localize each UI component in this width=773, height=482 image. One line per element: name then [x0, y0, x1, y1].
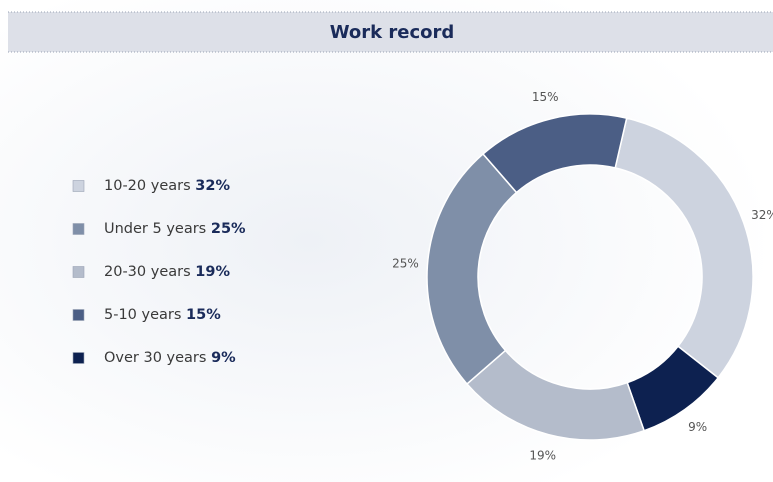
- legend-category: 20-30 years: [104, 264, 191, 280]
- data-label: 19%: [529, 448, 556, 462]
- legend-category: Over 30 years: [104, 350, 206, 366]
- legend-category: 10-20 years: [104, 178, 191, 194]
- data-label: 9%: [688, 420, 707, 434]
- legend-swatch: [72, 266, 85, 278]
- legend-swatch: [72, 309, 85, 321]
- legend-value: 25%: [211, 221, 246, 237]
- chart-title: Work record: [330, 22, 455, 43]
- legend-value: 19%: [195, 264, 230, 280]
- legend-category: 5-10 years: [104, 307, 181, 323]
- legend-value: 32%: [195, 178, 230, 194]
- donut-wedge: [426, 152, 518, 385]
- legend-value: 15%: [186, 307, 221, 323]
- legend-label: Over 30 years 9%: [104, 350, 236, 366]
- data-label: 15%: [532, 90, 559, 104]
- header-bar: [8, 12, 773, 52]
- legend-swatch: [72, 223, 85, 235]
- legend-label: Under 5 years 25%: [104, 221, 246, 237]
- legend-category: Under 5 years: [104, 221, 206, 237]
- legend-swatch: [72, 352, 85, 364]
- legend-swatch: [72, 180, 85, 192]
- legend-label: 5-10 years 15%: [104, 307, 221, 323]
- donut-wedge: [614, 117, 754, 379]
- donut-wedge: [482, 113, 628, 194]
- legend-label: 20-30 years 19%: [104, 264, 230, 280]
- legend-label: 10-20 years 32%: [104, 178, 230, 194]
- data-label: 25%: [392, 257, 419, 271]
- legend-value: 9%: [211, 350, 236, 366]
- data-label: 32%: [751, 208, 773, 222]
